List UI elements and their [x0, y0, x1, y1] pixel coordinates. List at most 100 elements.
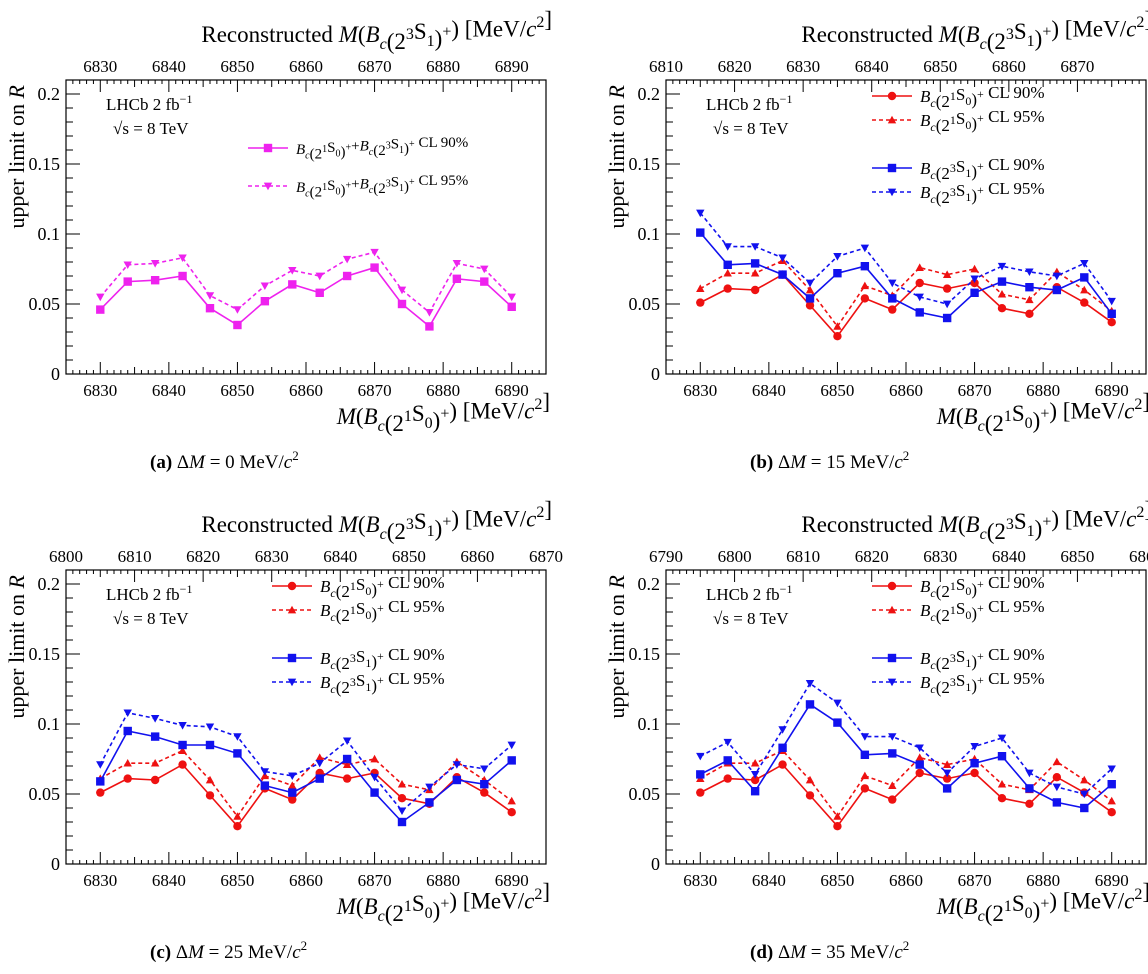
series-line-2: [699, 703, 1113, 809]
legend-marker: [887, 605, 897, 614]
legend-entry-3: Bc(23S1)+ CL 95%: [872, 179, 1045, 207]
top-x-tick-label: 6850: [1060, 547, 1094, 566]
energy-label: √s = 8 TeV: [713, 609, 789, 628]
data-point: [507, 293, 516, 302]
data-point: [178, 746, 187, 754]
top-x-tick-label: 6870: [1060, 57, 1094, 76]
y-tick-label: 0.1: [38, 224, 61, 244]
data-point: [452, 260, 462, 268]
legend-entry-1: Bc(21S0)++Bc(23S1)+ CL 95%: [248, 173, 468, 201]
series-line-0: [699, 273, 1113, 338]
data-point: [997, 780, 1007, 788]
data-point: [1025, 268, 1034, 276]
top-x-tick-label: 6810: [786, 547, 820, 566]
data-point: [397, 794, 407, 803]
x-tick-label: 6830: [83, 381, 117, 400]
data-point: [150, 759, 160, 767]
legend-entry-2: Bc(23S1)+ CL 90%: [872, 155, 1045, 183]
data-point: [288, 788, 297, 797]
panel-caption: (a) ΔM = 0 MeV/c2: [150, 448, 299, 473]
data-point: [123, 277, 132, 286]
data-point: [178, 722, 187, 730]
data-point: [750, 269, 760, 277]
data-point: [233, 822, 242, 831]
data-point: [915, 263, 924, 271]
data-point: [150, 715, 160, 723]
y-axis-label: upper limit on R: [4, 574, 29, 718]
data-point: [123, 774, 132, 783]
data-point: [805, 680, 815, 688]
data-point: [750, 243, 760, 251]
legend-entry-0: Bc(21S0)+ CL 90%: [272, 573, 445, 601]
x-tick-label: 6860: [889, 381, 923, 400]
data-point: [260, 282, 270, 290]
series-line-1: [99, 749, 513, 818]
data-point: [860, 733, 870, 741]
data-point: [315, 759, 324, 768]
data-point: [723, 756, 732, 765]
top-x-tick-label: 6840: [323, 547, 357, 566]
series-line-2: [699, 232, 1113, 319]
y-tick-label: 0: [651, 854, 660, 874]
top-x-tick-label: 6860: [992, 57, 1026, 76]
top-axis-title: Reconstructed M(Bc(23S1)+) [MeV/c2]: [801, 7, 1148, 54]
data-point: [178, 271, 187, 281]
data-point: [342, 760, 352, 768]
legend-label: Bc(21S0)+ CL 90%: [920, 573, 1045, 601]
data-point: [997, 262, 1007, 271]
x-tick-label: 6890: [495, 871, 529, 890]
data-point: [696, 788, 705, 797]
panel-caption: (b) ΔM = 15 MeV/c2: [750, 448, 909, 473]
data-point: [915, 293, 924, 302]
series-line-0: [699, 763, 1113, 828]
data-point: [860, 784, 870, 793]
x-tick-label: 6880: [1026, 871, 1060, 890]
top-axis-title: Reconstructed M(Bc(23S1)+) [MeV/c2]: [201, 497, 552, 544]
series-line-3: [699, 682, 1113, 795]
data-point: [942, 774, 952, 783]
data-point: [233, 320, 242, 330]
x-tick-label: 6850: [220, 381, 254, 400]
data-point: [750, 775, 760, 785]
data-point: [288, 267, 297, 275]
top-x-tick-label: 6830: [255, 547, 289, 566]
top-x-tick-label: 6790: [649, 547, 683, 566]
legend-label: Bc(21S0)++Bc(23S1)+ CL 90%: [296, 135, 468, 163]
data-point: [833, 718, 842, 727]
y-tick-label: 0.2: [638, 84, 661, 104]
data-point: [288, 781, 297, 789]
data-point: [205, 740, 215, 750]
data-point: [1052, 285, 1062, 295]
data-point: [1080, 260, 1089, 268]
data-point: [696, 209, 705, 218]
experiment-label: LHCb 2 fb−1: [106, 92, 192, 114]
y-tick-label: 0.1: [638, 714, 661, 734]
legend-entry-1: Bc(21S0)+ CL 95%: [872, 107, 1045, 135]
data-point: [123, 759, 132, 767]
x-tick-label: 6890: [495, 381, 529, 400]
data-point: [96, 777, 105, 786]
chart-panel-d: 6830 6840 6850 6860 6870 6880 6890 6790 6800 6810…: [604, 497, 1148, 963]
data-point: [970, 275, 979, 283]
legend-entry-0: Bc(21S0)++Bc(23S1)+ CL 90%: [248, 135, 468, 163]
data-point: [1052, 783, 1062, 792]
data-point: [1080, 775, 1089, 784]
data-point: [370, 754, 379, 763]
legend-label: Bc(23S1)+ CL 90%: [920, 645, 1045, 673]
top-x-tick-label: 6840: [855, 57, 889, 76]
data-point: [123, 726, 132, 736]
legend-label: Bc(23S1)+ CL 95%: [920, 179, 1045, 207]
legend-marker: [287, 653, 297, 663]
x-tick-label: 6860: [289, 871, 323, 890]
y-tick-label: 0.15: [629, 154, 661, 174]
top-x-tick-label: 6810: [649, 57, 683, 76]
chart-panel-b: 6830 6840 6850 6860 6870 6880 6890 6810 6820 6830…: [604, 7, 1148, 473]
data-point: [370, 263, 379, 272]
data-point: [723, 269, 732, 277]
x-tick-label: 6830: [683, 871, 717, 890]
y-axis-label: upper limit on R: [4, 84, 29, 228]
data-point: [480, 788, 489, 797]
data-point: [1052, 798, 1062, 807]
data-point: [942, 760, 952, 768]
data-point: [915, 308, 924, 317]
